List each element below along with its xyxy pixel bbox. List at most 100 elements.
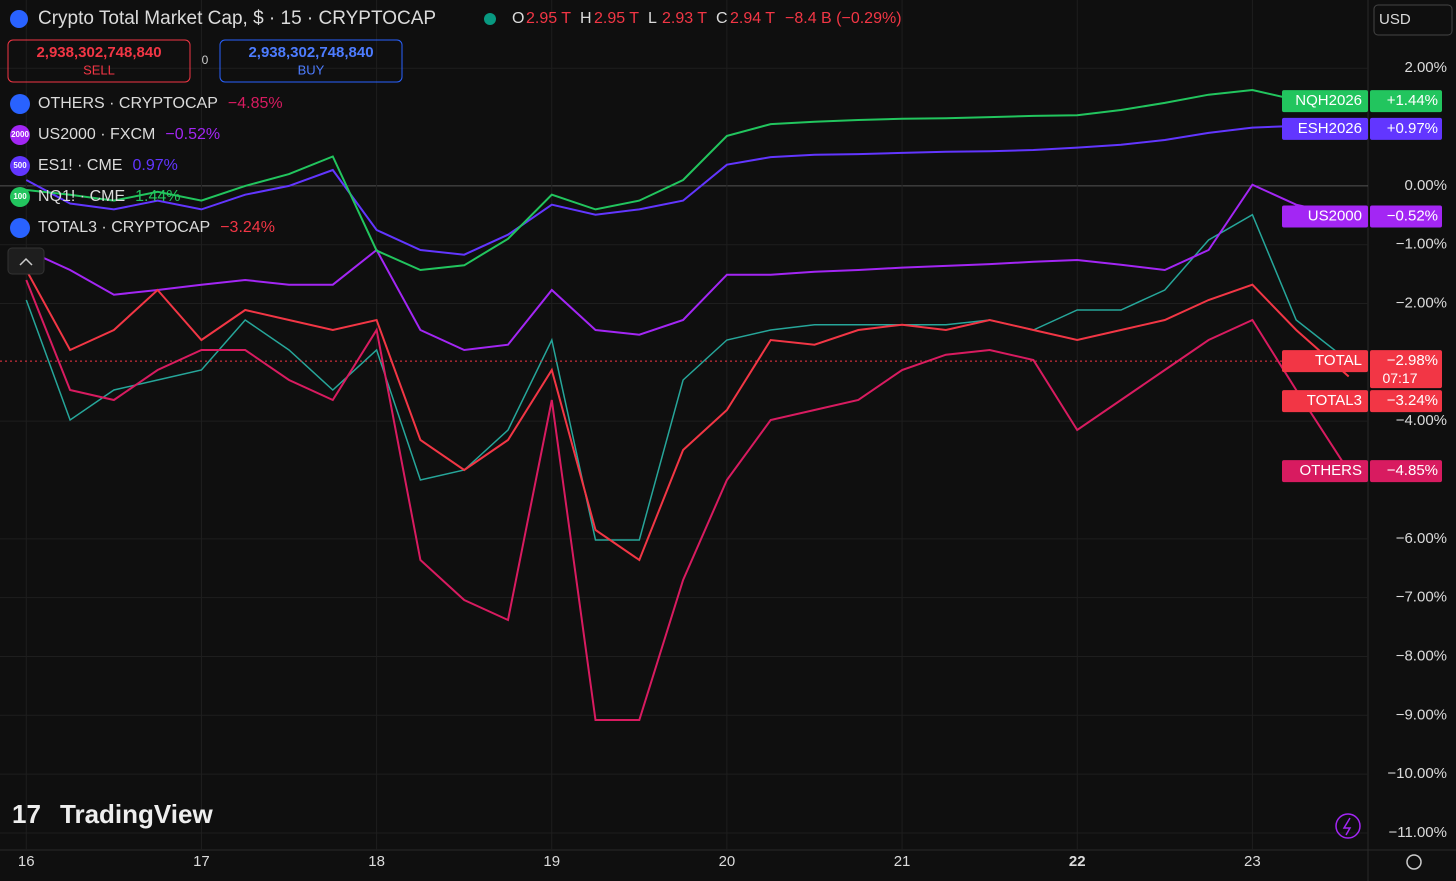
price-tag: [1282, 117, 1368, 140]
x-tick-label: 22: [1069, 853, 1086, 870]
legend-icon: [10, 187, 30, 207]
x-tick-label: 21: [894, 853, 911, 870]
countdown: 07:17: [1382, 370, 1417, 386]
overlay: Crypto Total Market Cap, $ · 15 · CRYPTO…: [7, 4, 1453, 870]
tag-value: −2.98%: [1387, 352, 1438, 369]
series-line: [25, 183, 1349, 352]
ohlc-key: H: [580, 10, 592, 27]
ohlc-key: L: [648, 10, 657, 27]
ohlc: O 2.95 T H 2.95 T L 2.93 T C 2.94 T: [512, 10, 775, 27]
ohlc-key: O: [512, 10, 524, 27]
price-tag: [1370, 205, 1442, 228]
sell-label[interactable]: SELL: [83, 62, 115, 77]
currency-button[interactable]: [1373, 4, 1453, 36]
price-tag: [1370, 460, 1442, 483]
currency[interactable]: USD: [1379, 11, 1411, 28]
settings-button[interactable]: [1406, 854, 1422, 870]
y-tick-label: −1.00%: [1396, 236, 1447, 253]
y-tick-label: −2.00%: [1396, 294, 1447, 311]
ohlc-key: C: [716, 10, 728, 27]
tag-value: +0.97%: [1387, 120, 1438, 137]
x-tick-label: 16: [18, 853, 35, 870]
y-tick-label: 2.00%: [1404, 59, 1447, 76]
tag-name: US2000: [1308, 207, 1362, 224]
legend-icon-text: 100: [13, 192, 27, 201]
legend-icon: [10, 94, 30, 114]
series-line: [25, 269, 1350, 562]
brand: TradingView: [60, 799, 213, 829]
price-tag: [1282, 460, 1368, 483]
legend-name: TOTAL3 · CRYPTOCAP: [38, 219, 210, 236]
x-tick-label: 23: [1244, 853, 1261, 870]
legend-change: −3.24%: [220, 219, 275, 236]
tag-name: TOTAL3: [1307, 392, 1362, 409]
price-tag: [1282, 205, 1368, 228]
price-tag: [1282, 90, 1368, 113]
logo-mark: 17: [12, 799, 41, 829]
series-line: [26, 88, 1349, 272]
legend-change: 1.44%: [135, 188, 180, 205]
y-tick-label: −9.00%: [1396, 706, 1447, 723]
x-tick-label: 20: [719, 853, 736, 870]
legend-icon: [10, 125, 30, 145]
ohlc-value: 2.94 T: [730, 10, 775, 27]
collapse-button[interactable]: [7, 247, 45, 275]
price-tag: [1282, 350, 1368, 373]
legend-change: −4.85%: [228, 95, 283, 112]
legend-change: −0.52%: [165, 126, 220, 143]
legend-icon: [10, 218, 30, 238]
chart-title: Crypto Total Market Cap, $ · 15 · CRYPTO…: [38, 8, 436, 29]
change: −8.4 B (−0.29%): [785, 10, 902, 27]
collapse-icon[interactable]: [19, 257, 33, 266]
tag-value: −4.85%: [1387, 462, 1438, 479]
alert-button[interactable]: [1335, 813, 1361, 839]
buy-button[interactable]: [219, 39, 403, 83]
ohlc-value: 2.95 T: [594, 10, 639, 27]
ohlc-value: 2.93 T: [662, 10, 707, 27]
y-tick-label: −7.00%: [1396, 589, 1447, 606]
tag-name: TOTAL: [1315, 352, 1362, 369]
legend-icon: [10, 156, 30, 176]
price-tag: [1282, 390, 1368, 413]
spread: 0: [202, 53, 209, 67]
x-tick-label: 17: [193, 853, 210, 870]
tag-name: NQH2026: [1295, 92, 1362, 109]
y-tick-label: −4.00%: [1396, 412, 1447, 429]
series-line: [25, 124, 1349, 256]
ohlc-value: 2.95 T: [526, 10, 571, 27]
x-tick-label: 19: [543, 853, 560, 870]
legend-name: US2000 · FXCM: [38, 126, 155, 143]
price-tag: [1370, 350, 1442, 389]
tag-value: −0.52%: [1387, 207, 1438, 224]
series-line: [25, 279, 1350, 721]
price-tag: [1370, 390, 1442, 413]
legend-name: OTHERS · CRYPTOCAP: [38, 95, 218, 112]
y-tick-label: −10.00%: [1387, 765, 1447, 782]
y-tick-label: −8.00%: [1396, 647, 1447, 664]
sell-price[interactable]: 2,938,302,748,840: [36, 44, 161, 61]
sell-button[interactable]: [7, 39, 191, 83]
series-line: [25, 213, 1350, 541]
symbol-icon: [10, 10, 28, 28]
legend-icon-text: 500: [13, 161, 27, 170]
buy-label[interactable]: BUY: [298, 62, 325, 77]
buy-price[interactable]: 2,938,302,748,840: [248, 44, 373, 61]
legend-name: NQ1! · CME: [38, 188, 125, 205]
legend-name: ES1! · CME: [38, 157, 122, 174]
status-dot: [484, 13, 496, 25]
plot: [0, 0, 1368, 850]
y-tick-label: 0.00%: [1404, 177, 1447, 194]
alert-icon[interactable]: [1342, 817, 1352, 836]
y-tick-label: −11.00%: [1388, 824, 1447, 841]
price-tag: [1370, 90, 1442, 113]
tag-name: ESH2026: [1298, 120, 1362, 137]
tag-value: +1.44%: [1387, 92, 1438, 109]
y-tick-label: −6.00%: [1396, 530, 1447, 547]
price-tag: [1370, 117, 1442, 140]
tag-name: OTHERS: [1299, 462, 1362, 479]
x-tick-label: 18: [368, 853, 385, 870]
legend-icon-text: 2000: [11, 130, 29, 139]
